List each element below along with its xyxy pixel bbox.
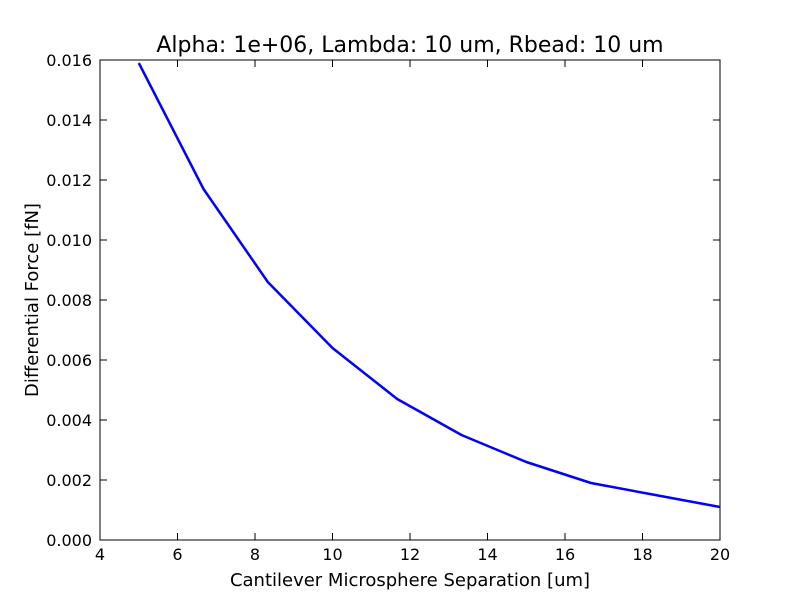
x-tick-label: 10 xyxy=(322,545,342,564)
y-tick-label: 0.008 xyxy=(46,291,92,310)
y-tick-label: 0.000 xyxy=(46,531,92,550)
x-tick-label: 14 xyxy=(477,545,497,564)
x-tick-label: 4 xyxy=(95,545,105,564)
y-axis-label: Differential Force [fN] xyxy=(22,203,43,397)
x-axis-label: Cantilever Microsphere Separation [um] xyxy=(230,570,590,591)
x-tick-label: 12 xyxy=(400,545,420,564)
x-tick-label: 16 xyxy=(555,545,575,564)
y-tick-label: 0.014 xyxy=(46,111,92,130)
x-tick-label: 8 xyxy=(250,545,260,564)
plot-area: 4 6 8 10 12 14 16 18 20 0.000 0.002 0.004 0.006 0.008… xyxy=(46,51,730,564)
y-tick-label: 0.010 xyxy=(46,231,92,250)
y-tick-label: 0.002 xyxy=(46,471,92,490)
x-tick-label: 6 xyxy=(172,545,182,564)
x-tick-label: 18 xyxy=(632,545,652,564)
chart-title: Alpha: 1e+06, Lambda: 10 um, Rbead: 10 u… xyxy=(156,33,663,58)
x-tick-label: 20 xyxy=(710,545,730,564)
series-line xyxy=(137,62,721,509)
plot-frame xyxy=(99,59,721,541)
y-tick-label: 0.006 xyxy=(46,351,92,370)
y-tick-label: 0.012 xyxy=(46,171,92,190)
y-tick-label: 0.016 xyxy=(46,51,92,70)
y-tick-label: 0.004 xyxy=(46,411,92,430)
